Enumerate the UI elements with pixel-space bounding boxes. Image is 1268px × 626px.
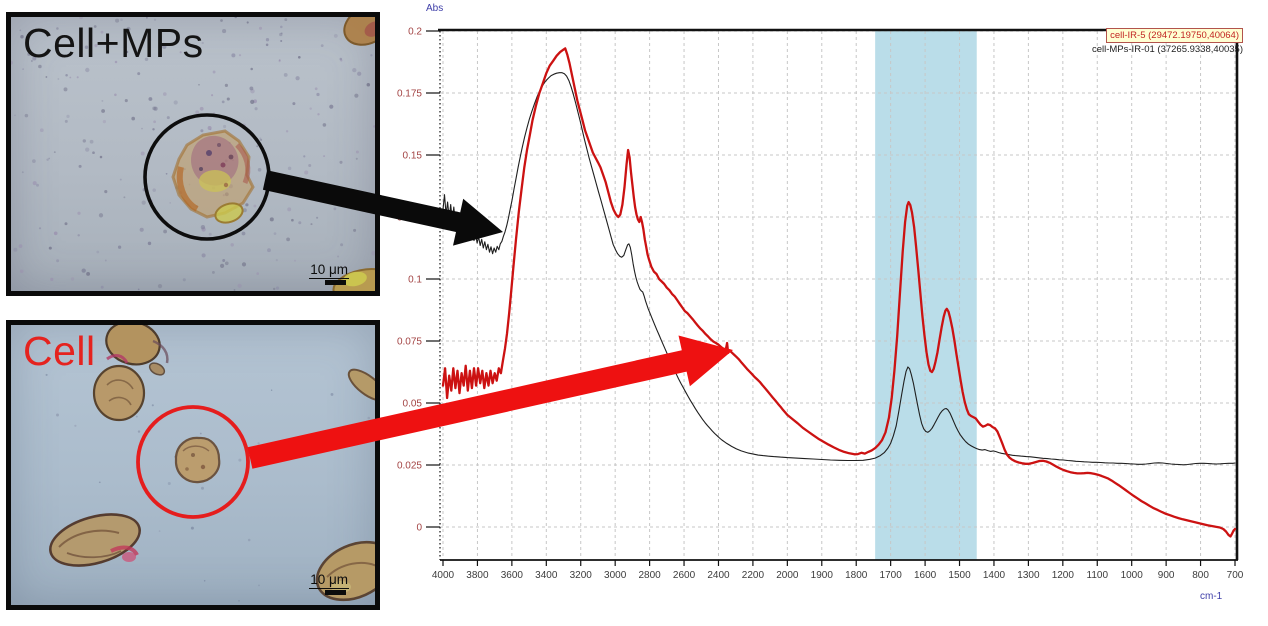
svg-text:0.1: 0.1 (408, 275, 422, 286)
svg-text:3800: 3800 (466, 570, 489, 581)
svg-text:800: 800 (1192, 570, 1209, 581)
svg-text:2600: 2600 (673, 570, 696, 581)
scale-bar-top: 10 μm (309, 261, 349, 285)
series-cell-MPs-IR-01 (442, 72, 1236, 466)
svg-text:1300: 1300 (1017, 570, 1040, 581)
svg-text:1400: 1400 (983, 570, 1006, 581)
x-axis-title: cm-1 (1200, 591, 1223, 602)
scale-bar-bottom-bar (325, 590, 347, 595)
svg-text:4000: 4000 (432, 570, 455, 581)
y-axis-title: Abs (426, 3, 444, 14)
svg-text:0.2: 0.2 (408, 27, 422, 38)
scale-bar-top-text: 10 μm (309, 262, 349, 279)
svg-text:900: 900 (1158, 570, 1175, 581)
svg-text:2200: 2200 (742, 570, 765, 581)
axes (426, 28, 1239, 566)
svg-text:0: 0 (416, 523, 422, 534)
panel-label-cell: Cell (23, 328, 96, 374)
svg-text:2800: 2800 (638, 570, 661, 581)
svg-text:0.125: 0.125 (397, 213, 422, 224)
svg-text:3600: 3600 (501, 570, 524, 581)
x-tick-labels: 4000 3800 3600 3400 3200 3000 2800 2600 2400 2200… (432, 570, 1244, 581)
panel-label-cell-mps: Cell+MPs (23, 20, 204, 66)
svg-text:0.05: 0.05 (403, 399, 423, 410)
svg-text:0.075: 0.075 (397, 337, 422, 348)
legend-entry-cell-ir5[interactable]: cell-IR-5 (29472.19750,40064) (1106, 28, 1243, 43)
scale-bar-top-bar (325, 280, 347, 285)
micrograph-cell-mps: Cell+MPs 10 μm (6, 12, 380, 296)
svg-text:1600: 1600 (914, 570, 937, 581)
svg-text:1900: 1900 (811, 570, 834, 581)
svg-text:3400: 3400 (535, 570, 558, 581)
svg-text:1000: 1000 (1121, 570, 1144, 581)
micrograph-cell: Cell 10 μm (6, 320, 380, 610)
series-cell-IR-5 (441, 47, 1237, 538)
svg-text:1200: 1200 (1052, 570, 1075, 581)
highlight-band-amide-region (875, 31, 977, 560)
gridlines (440, 30, 1238, 560)
svg-text:1700: 1700 (880, 570, 903, 581)
svg-text:2000: 2000 (776, 570, 799, 581)
svg-text:1100: 1100 (1087, 570, 1109, 581)
svg-text:1500: 1500 (948, 570, 971, 581)
svg-text:0.15: 0.15 (403, 151, 423, 162)
y-tick-labels: 0.2 0.175 0.15 0.125 0.1 0.075 0.05 0.025 0 (397, 27, 422, 534)
svg-text:700: 700 (1227, 570, 1244, 581)
legend-entry-cell-mps-ir01[interactable]: cell-MPs-IR-01 (37265.9338,40035) (1091, 44, 1243, 55)
scale-bar-bottom-text: 10 μm (309, 572, 349, 589)
svg-text:3200: 3200 (570, 570, 593, 581)
svg-text:0.025: 0.025 (397, 461, 422, 472)
svg-text:1800: 1800 (845, 570, 868, 581)
cell-mps-corner-blobs (332, 17, 375, 291)
svg-text:3000: 3000 (604, 570, 627, 581)
chart-legend: cell-IR-5 (29472.19750,40064) cell-MPs-I… (1092, 27, 1243, 56)
scale-bar-bottom: 10 μm (309, 571, 349, 595)
svg-text:0.175: 0.175 (397, 89, 422, 100)
svg-text:2400: 2400 (707, 570, 730, 581)
micrograph-cell-mps-art (11, 17, 375, 291)
cell-mps-cell-blob (171, 129, 255, 224)
